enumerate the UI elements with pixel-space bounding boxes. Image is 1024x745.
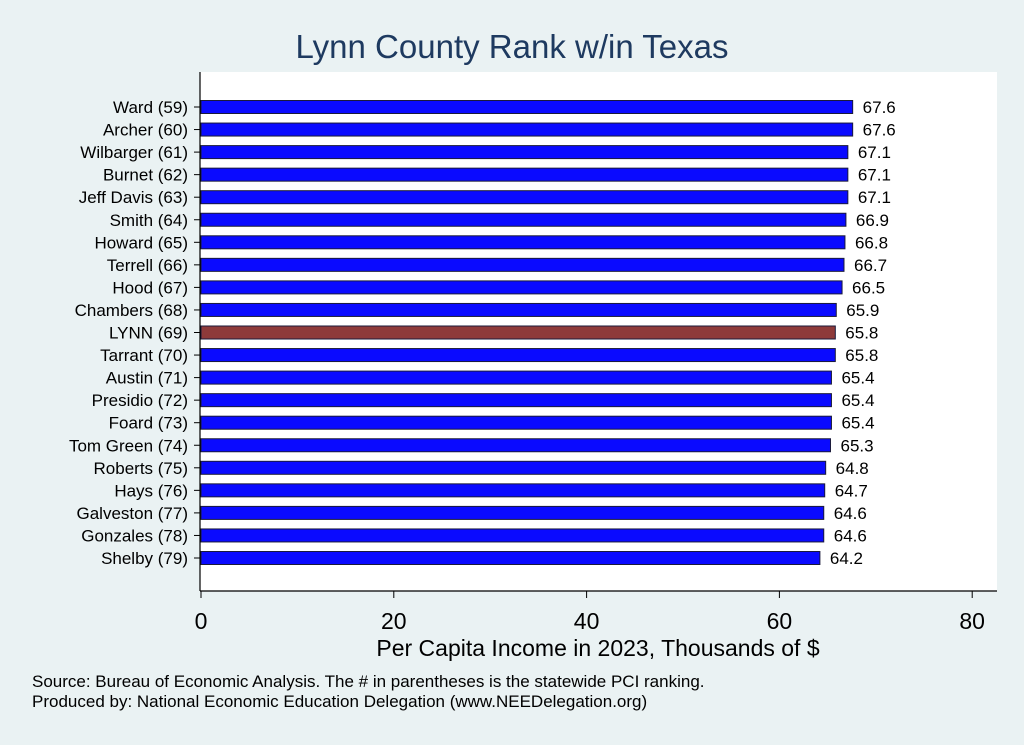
category-label: Chambers (68): [75, 301, 188, 320]
source-note: Source: Bureau of Economic Analysis. The…: [32, 672, 705, 691]
x-tick-label: 60: [767, 608, 793, 634]
bar: [200, 235, 846, 250]
produced-by-note: Produced by: National Economic Education…: [32, 692, 648, 711]
bar: [200, 348, 836, 363]
x-axis-label: Per Capita Income in 2023, Thousands of …: [376, 635, 819, 661]
bar: [200, 551, 821, 565]
bar: [200, 167, 849, 182]
value-label: 65.4: [841, 369, 874, 388]
category-label: Foard (73): [109, 414, 188, 433]
bar: [200, 122, 854, 137]
bar: [200, 257, 845, 272]
value-label: 65.9: [846, 301, 879, 320]
bar: [200, 145, 849, 160]
category-label: Hood (67): [112, 278, 188, 297]
category-label: Tom Green (74): [69, 436, 188, 455]
x-tick-label: 20: [381, 608, 407, 634]
bar: [200, 483, 826, 498]
bars-group: Ward (59) 67.6 Archer (60) 67.6 Wilbarger (6…: [69, 98, 896, 568]
category-label: Austin (71): [106, 369, 188, 388]
value-label: 64.8: [836, 459, 869, 478]
category-label: Galveston (77): [77, 504, 189, 523]
bar: [200, 302, 837, 317]
category-label: Jeff Davis (63): [79, 188, 188, 207]
bar: [200, 212, 847, 227]
category-label: Wilbarger (61): [80, 143, 188, 162]
bar: [200, 505, 825, 520]
category-label: Hays (76): [114, 481, 188, 500]
value-label: 65.4: [841, 391, 874, 410]
value-label: 67.1: [858, 166, 891, 185]
category-label: Shelby (79): [101, 549, 188, 568]
value-label: 67.1: [858, 188, 891, 207]
bar: [200, 370, 832, 385]
bar: [200, 415, 832, 430]
value-label: 66.7: [854, 256, 887, 275]
bar: [200, 393, 832, 408]
value-label: 65.3: [840, 436, 873, 455]
category-label: Burnet (62): [103, 166, 188, 185]
category-label: Archer (60): [103, 121, 188, 140]
bar: [200, 528, 825, 543]
category-label: Terrell (66): [107, 256, 188, 275]
bar-highlight: [200, 325, 836, 340]
category-label: Smith (64): [110, 211, 188, 230]
value-label: 66.8: [855, 233, 888, 252]
bar: [200, 438, 831, 453]
value-label: 64.6: [834, 504, 867, 523]
bar: [200, 190, 849, 205]
value-label: 66.5: [852, 278, 885, 297]
value-label: 67.6: [863, 121, 896, 140]
category-label: Roberts (75): [94, 459, 188, 478]
category-label: Tarrant (70): [100, 346, 188, 365]
category-label: Presidio (72): [92, 391, 188, 410]
bar: [200, 460, 827, 475]
axes-group: 0 20 40 60 80: [194, 72, 997, 634]
category-label: LYNN (69): [109, 324, 188, 343]
value-label: 65.8: [845, 346, 878, 365]
category-label: Howard (65): [94, 233, 188, 252]
bar: [200, 280, 843, 295]
x-tick-label: 80: [959, 608, 985, 634]
value-label: 64.2: [830, 549, 863, 568]
bar: [200, 100, 854, 114]
value-label: 64.7: [835, 481, 868, 500]
chart-title: Lynn County Rank w/in Texas: [295, 28, 729, 65]
x-tick-label: 0: [195, 608, 208, 634]
value-label: 65.8: [845, 324, 878, 343]
value-label: 66.9: [856, 211, 889, 230]
x-tick-label: 40: [574, 608, 600, 634]
value-label: 67.6: [863, 98, 896, 117]
category-label: Gonzales (78): [81, 526, 188, 545]
value-label: 65.4: [841, 414, 874, 433]
category-label: Ward (59): [113, 98, 188, 117]
value-label: 67.1: [858, 143, 891, 162]
value-label: 64.6: [834, 526, 867, 545]
